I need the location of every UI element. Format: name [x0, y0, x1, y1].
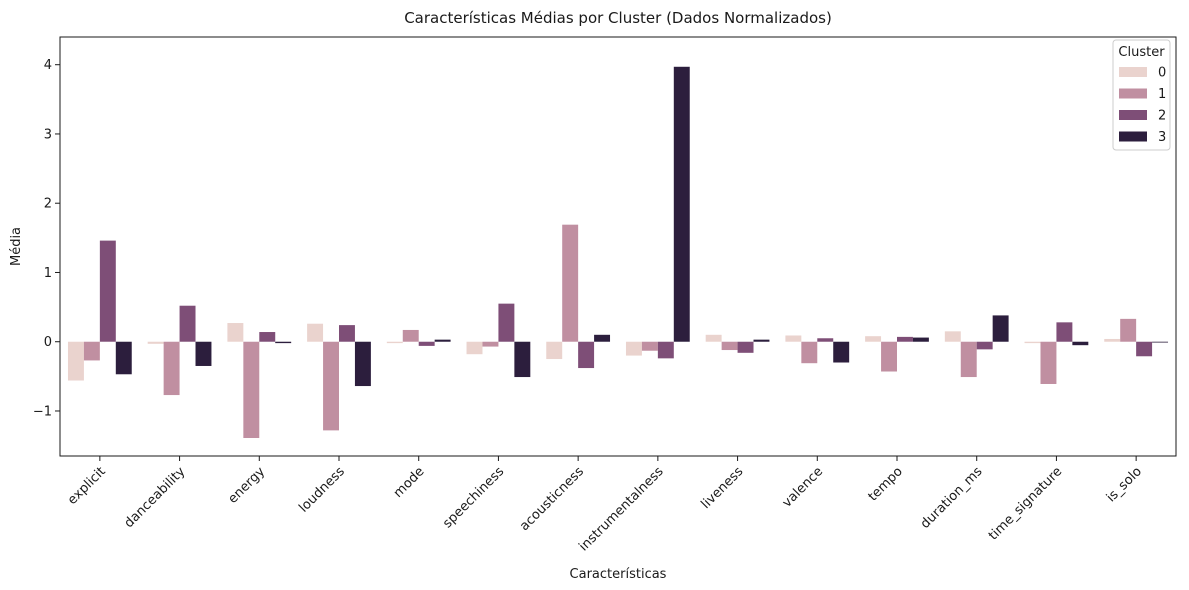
bar-valence-cluster-0: [785, 335, 802, 342]
bar-time_signature-cluster-3: [1072, 341, 1089, 346]
bar-danceability-cluster-1: [163, 341, 180, 396]
x-tick-label: instrumentalness: [576, 464, 666, 554]
bar-is_solo-cluster-2: [1136, 341, 1153, 357]
bar-loudness-cluster-3: [354, 341, 371, 387]
bar-speechiness-cluster-2: [498, 303, 515, 342]
legend-swatch-3: [1119, 131, 1147, 142]
bar-acousticness-cluster-0: [546, 341, 563, 360]
legend-swatch-0: [1119, 67, 1147, 77]
bar-liveness-cluster-2: [737, 341, 754, 353]
x-tick-label: valence: [780, 464, 826, 510]
bar-instrumentalness-cluster-0: [625, 341, 642, 356]
bar-liveness-cluster-1: [721, 341, 738, 351]
bar-instrumentalness-cluster-1: [641, 341, 658, 351]
bar-is_solo-cluster-3: [1152, 341, 1169, 343]
x-axis: explicit danceability energy loudness mode sp…: [65, 456, 1145, 554]
bar-danceability-cluster-3: [195, 341, 212, 366]
y-tick-label: 4: [44, 58, 52, 73]
y-axis-label: Média: [9, 227, 24, 266]
bar-danceability-cluster-2: [179, 305, 196, 342]
bar-time_signature-cluster-2: [1056, 322, 1073, 342]
bar-mode-cluster-3: [434, 339, 451, 342]
bar-explicit-cluster-1: [83, 341, 100, 361]
bar-duration_ms-cluster-1: [960, 341, 977, 378]
legend-label-1: 1: [1158, 87, 1166, 102]
bars-group: [67, 66, 1169, 438]
legend: Cluster 0 1 2 3: [1112, 39, 1171, 151]
legend-swatch-1: [1119, 88, 1147, 99]
plot-frame: [59, 36, 1177, 457]
chart-title: Características Médias por Cluster (Dado…: [404, 9, 832, 27]
bar-tempo-cluster-0: [865, 336, 882, 342]
x-tick-label: loudness: [296, 464, 348, 516]
y-tick-label: 1: [44, 266, 52, 281]
x-tick-label: duration_ms: [918, 464, 986, 532]
bar-acousticness-cluster-2: [578, 341, 595, 369]
bar-valence-cluster-3: [833, 341, 850, 363]
bar-liveness-cluster-0: [705, 334, 722, 342]
bar-tempo-cluster-3: [912, 337, 929, 342]
x-tick-label: is_solo: [1104, 464, 1145, 505]
bar-valence-cluster-2: [817, 338, 834, 342]
x-axis-label: Características: [570, 567, 667, 582]
bar-duration_ms-cluster-2: [976, 341, 993, 350]
bar-speechiness-cluster-1: [482, 341, 499, 347]
legend-label-2: 2: [1158, 109, 1166, 124]
bar-mode-cluster-0: [386, 341, 403, 344]
bar-explicit-cluster-3: [115, 341, 132, 375]
bar-tempo-cluster-2: [897, 336, 913, 342]
legend-label-0: 0: [1158, 66, 1166, 81]
x-tick-label: mode: [391, 464, 428, 501]
bar-loudness-cluster-2: [339, 325, 355, 342]
bar-valence-cluster-1: [801, 341, 818, 364]
bar-loudness-cluster-1: [323, 341, 339, 431]
bar-mode-cluster-2: [418, 341, 435, 346]
bar-acousticness-cluster-3: [594, 334, 611, 342]
bar-energy-cluster-1: [243, 341, 260, 438]
bar-energy-cluster-3: [275, 341, 292, 344]
y-tick-label: 3: [44, 127, 52, 142]
x-tick-label: acousticness: [517, 464, 587, 534]
bar-energy-cluster-2: [259, 332, 276, 342]
bar-tempo-cluster-1: [881, 341, 897, 372]
bar-energy-cluster-0: [227, 323, 244, 342]
bar-speechiness-cluster-3: [514, 341, 531, 378]
y-tick-label: 0: [44, 335, 52, 350]
legend-items: 0 1 2 3: [1119, 66, 1166, 145]
x-tick-label: tempo: [866, 464, 906, 504]
bar-acousticness-cluster-1: [562, 224, 579, 342]
bar-loudness-cluster-0: [307, 323, 324, 342]
bar-instrumentalness-cluster-2: [657, 341, 674, 359]
bar-mode-cluster-1: [402, 329, 419, 342]
x-tick-label: time_signature: [986, 464, 1065, 543]
x-tick-label: energy: [225, 464, 268, 507]
x-tick-label: liveness: [699, 464, 747, 512]
bar-explicit-cluster-2: [99, 240, 116, 342]
y-tick-label: −1: [33, 404, 52, 419]
x-tick-label: speechiness: [440, 464, 507, 531]
x-tick-label: explicit: [65, 464, 109, 508]
legend-title: Cluster: [1118, 45, 1165, 60]
bar-is_solo-cluster-0: [1104, 338, 1121, 342]
legend-swatch-2: [1119, 110, 1147, 120]
y-tick-label: 2: [44, 197, 52, 212]
bar-liveness-cluster-3: [753, 339, 770, 342]
bar-is_solo-cluster-1: [1120, 318, 1137, 342]
bar-danceability-cluster-0: [147, 341, 164, 344]
bar-explicit-cluster-0: [67, 341, 84, 381]
x-tick-label: danceability: [122, 464, 189, 531]
bar-duration_ms-cluster-0: [944, 331, 961, 342]
bar-time_signature-cluster-1: [1040, 341, 1057, 384]
bar-duration_ms-cluster-3: [992, 315, 1009, 342]
bar-speechiness-cluster-0: [466, 341, 483, 355]
bar-time_signature-cluster-0: [1024, 341, 1041, 344]
legend-label-3: 3: [1158, 130, 1166, 145]
bar-instrumentalness-cluster-3: [673, 66, 690, 342]
y-axis: −1 0 1 2 3 4: [33, 58, 60, 419]
